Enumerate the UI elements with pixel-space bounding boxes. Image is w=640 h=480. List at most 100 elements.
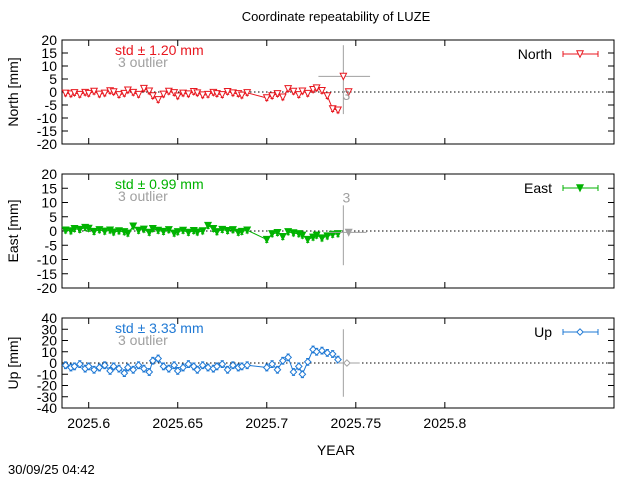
north-ytick-label: 10 bbox=[41, 58, 57, 74]
east-point bbox=[75, 225, 84, 234]
east-outlier-text: 3 outlier bbox=[118, 188, 168, 204]
north-point bbox=[228, 89, 237, 98]
up-point bbox=[268, 360, 277, 369]
up-point bbox=[204, 363, 212, 372]
up-point bbox=[179, 363, 187, 372]
east-point bbox=[154, 226, 163, 235]
east-point bbox=[237, 227, 246, 236]
up-point bbox=[70, 362, 79, 371]
up-point bbox=[262, 363, 271, 372]
up-xtick-label: 2025.8 bbox=[423, 415, 466, 431]
east-point bbox=[95, 226, 104, 235]
north-point bbox=[173, 92, 182, 101]
north-point bbox=[148, 92, 157, 101]
up-ytick-label: -20 bbox=[37, 378, 57, 394]
east-outlier-count: 3 bbox=[342, 190, 350, 206]
up-point bbox=[109, 362, 118, 371]
north-point bbox=[95, 90, 104, 99]
up-std-text: std ± 3.33 mm bbox=[115, 320, 204, 336]
up-point bbox=[123, 363, 132, 372]
up-point bbox=[318, 346, 326, 355]
east-point bbox=[139, 225, 148, 234]
east-point bbox=[312, 231, 321, 240]
east-point bbox=[114, 227, 123, 236]
east-point bbox=[303, 235, 312, 244]
up-point bbox=[173, 366, 182, 375]
up-point bbox=[140, 364, 148, 373]
up-ytick-label: 10 bbox=[41, 344, 57, 360]
east-point bbox=[70, 225, 79, 234]
up-y-axis-label: Up [mm] bbox=[5, 337, 21, 390]
north-point bbox=[284, 85, 293, 94]
north-point bbox=[159, 90, 168, 99]
north-point bbox=[243, 89, 252, 98]
east-point bbox=[66, 227, 75, 236]
up-ytick-label: 0 bbox=[49, 355, 57, 371]
up-point bbox=[159, 362, 168, 371]
east-point bbox=[273, 229, 282, 238]
up-legend-label: Up bbox=[534, 324, 552, 340]
up-legend-marker bbox=[576, 328, 584, 336]
north-outlier-count: 3 bbox=[342, 87, 350, 103]
north-ytick-label: 0 bbox=[49, 84, 57, 100]
east-ytick-label: 10 bbox=[41, 195, 57, 211]
north-point bbox=[145, 87, 154, 96]
figure-title: Coordinate repeatability of LUZE bbox=[242, 9, 431, 24]
up-xtick-label: 2025.65 bbox=[152, 415, 203, 431]
up-xtick-label: 2025.7 bbox=[245, 415, 288, 431]
north-point bbox=[298, 87, 307, 96]
east-legend: East bbox=[524, 180, 599, 196]
east-point bbox=[129, 222, 138, 231]
up-point bbox=[120, 369, 129, 378]
up-point bbox=[61, 361, 70, 370]
north-point bbox=[164, 87, 173, 96]
east-legend-marker bbox=[575, 184, 585, 193]
east-point bbox=[284, 228, 293, 237]
up-point bbox=[198, 361, 207, 370]
north-point bbox=[218, 91, 227, 100]
north-point bbox=[123, 86, 132, 95]
north-ytick-label: -15 bbox=[37, 123, 57, 139]
up-ytick-label: 20 bbox=[41, 333, 57, 349]
east-point bbox=[204, 221, 213, 230]
up-point bbox=[84, 362, 93, 371]
x-axis-label: YEAR bbox=[317, 442, 355, 458]
north-point bbox=[114, 91, 123, 100]
east-point bbox=[228, 226, 237, 235]
east-ytick-label: -5 bbox=[45, 237, 58, 253]
up-point bbox=[218, 360, 227, 369]
north-point bbox=[154, 96, 163, 105]
east-y-axis-label: East [mm] bbox=[5, 199, 21, 262]
north-ytick-label: 15 bbox=[41, 45, 57, 61]
east-point bbox=[173, 228, 182, 237]
north-outlier-text: 3 outlier bbox=[118, 54, 168, 70]
up-point bbox=[75, 360, 84, 369]
up-point bbox=[328, 350, 337, 358]
north-y-axis-label: North [mm] bbox=[5, 57, 21, 126]
east-point bbox=[159, 227, 168, 236]
north-ytick-label: -10 bbox=[37, 110, 57, 126]
up-point bbox=[243, 361, 252, 370]
north-point bbox=[237, 91, 246, 100]
up-point bbox=[294, 362, 303, 371]
up-point bbox=[273, 365, 282, 374]
east-point bbox=[223, 227, 232, 236]
up-ytick-label: -30 bbox=[37, 389, 57, 405]
up-point bbox=[184, 360, 193, 369]
east-legend-label: East bbox=[524, 180, 552, 196]
up-xtick-label: 2025.75 bbox=[331, 415, 382, 431]
east-point bbox=[123, 229, 132, 238]
north-point bbox=[328, 105, 337, 114]
timestamp: 30/09/25 04:42 bbox=[8, 462, 95, 477]
north-point bbox=[312, 84, 321, 93]
up-xtick-label: 2025.6 bbox=[67, 415, 110, 431]
north-point bbox=[212, 90, 221, 99]
up-point bbox=[145, 368, 154, 376]
east-point bbox=[278, 233, 287, 242]
north-point bbox=[134, 90, 143, 99]
up-point bbox=[289, 368, 298, 376]
east-point bbox=[262, 235, 271, 244]
